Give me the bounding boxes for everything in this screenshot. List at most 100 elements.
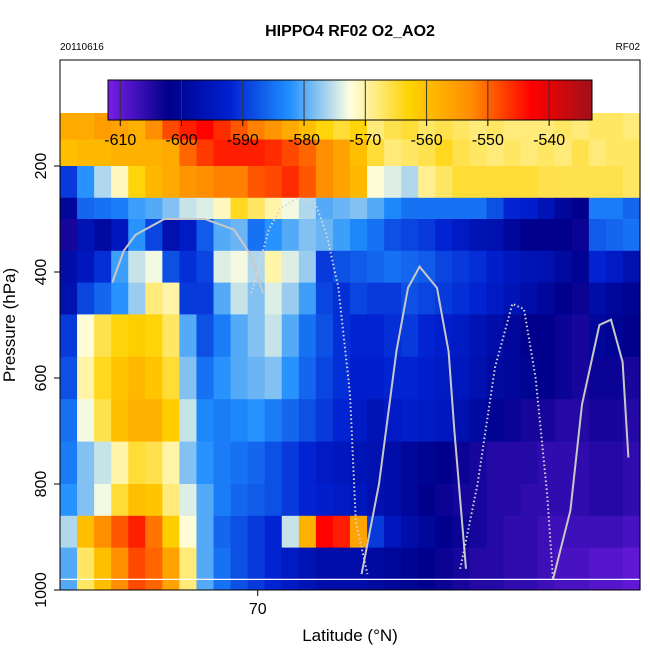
heatmap-cell (315, 197, 334, 220)
heatmap-cell (520, 399, 539, 442)
heatmap-cell (332, 139, 351, 167)
heatmap-cell (94, 547, 112, 591)
heatmap-cell (452, 197, 471, 220)
y-tick-label: 600 (33, 365, 50, 392)
chart-title: HIPPO4 RF02 O2_AO2 (265, 23, 435, 40)
heatmap-cell (230, 399, 249, 442)
heatmap-cell (298, 282, 317, 315)
heatmap-cell (162, 356, 181, 400)
flight-profile-line (111, 218, 264, 294)
heatmap-cell (554, 399, 573, 442)
heatmap-cell (247, 139, 266, 167)
heatmap-cell (537, 219, 556, 252)
heatmap-cell (213, 139, 232, 167)
heatmap-cell (179, 250, 198, 283)
heatmap-cell (77, 250, 95, 283)
heatmap-cell (128, 547, 146, 591)
heatmap-cell (469, 547, 488, 591)
heatmap-cell (554, 484, 573, 517)
heatmap-cell (452, 219, 471, 252)
heatmap-cell (94, 441, 112, 485)
heatmap-cell (213, 282, 232, 315)
heatmap-cell (622, 197, 641, 220)
heatmap-cell (435, 166, 453, 199)
heatmap-cell (60, 282, 78, 315)
heatmap-cell (213, 250, 232, 283)
heatmap-cell (281, 356, 300, 400)
heatmap-cell (298, 314, 317, 358)
heatmap-cell (213, 314, 232, 358)
heatmap-cell (162, 139, 181, 167)
heatmap-cell (503, 441, 522, 485)
heatmap-cell (418, 139, 436, 167)
heatmap-cell (281, 166, 300, 199)
colorbar-ticks: -610 -600 -590 -580 -570 -560 -550 -540 (104, 80, 565, 149)
heatmap-cell (469, 399, 488, 442)
colorbar-tick-label: -610 (104, 132, 136, 149)
heatmap-cell (350, 139, 368, 167)
heatmap-cell (213, 166, 232, 199)
heatmap-cell (384, 441, 402, 485)
heatmap-cell (77, 547, 95, 591)
heatmap-cell (247, 219, 266, 252)
heatmap-cell (77, 139, 95, 167)
heatmap-cell (435, 219, 453, 252)
heatmap-cell (298, 139, 317, 167)
heatmap-cell (350, 314, 368, 358)
heatmap-cell (281, 139, 300, 167)
heatmap-cell (418, 166, 436, 199)
heatmap-cell (622, 250, 641, 283)
heatmap-cell (622, 515, 641, 548)
heatmap-cell (315, 166, 334, 199)
flight-profile-line (459, 302, 554, 580)
heatmap-cell (588, 484, 607, 517)
heatmap-cell (332, 484, 351, 517)
heatmap-cell (94, 166, 112, 199)
heatmap-cell (77, 282, 95, 315)
heatmap-cell (230, 197, 249, 220)
heatmap-cell (213, 197, 232, 220)
heatmap-cell (435, 515, 453, 548)
heatmap-cell (384, 547, 402, 591)
heatmap-cell (94, 113, 112, 140)
heatmap-cell (588, 399, 607, 442)
heatmap-cell (367, 282, 385, 315)
heatmap-cell (452, 282, 471, 315)
heatmap-cell (213, 441, 232, 485)
heatmap-cell (332, 219, 351, 252)
heatmap-cell (571, 219, 590, 252)
heatmap-cell (588, 282, 607, 315)
heatmap-cell (435, 484, 453, 517)
flight-profiles (111, 196, 630, 580)
heatmap-cell (469, 139, 488, 167)
heatmap-cell (384, 250, 402, 283)
heatmap-cell (401, 219, 419, 252)
heatmap-cell (111, 219, 129, 252)
heatmap-cell (128, 515, 146, 548)
heatmap-cell (60, 547, 78, 591)
heatmap-cell (384, 282, 402, 315)
heatmap-cell (486, 356, 505, 400)
heatmap-cell (247, 166, 266, 199)
heatmap-cell (554, 282, 573, 315)
heatmap-cell (486, 219, 505, 252)
heatmap-cell (571, 250, 590, 283)
heatmap-cell (196, 314, 215, 358)
heatmap-cell (350, 515, 368, 548)
y-tick-label: 800 (33, 471, 50, 498)
heatmap-cell (503, 197, 522, 220)
heatmap-cell (94, 356, 112, 400)
heatmap-cell (503, 356, 522, 400)
heatmap-cell (520, 515, 539, 548)
heatmap-cell (94, 515, 112, 548)
heatmap-cell (77, 515, 95, 548)
heatmap-cell (298, 166, 317, 199)
heatmap-cell (281, 399, 300, 442)
heatmap-cell (264, 197, 283, 220)
heatmap-cell (486, 547, 505, 591)
heatmap-cell (418, 219, 436, 252)
heatmap-cell (281, 441, 300, 485)
heatmap-cell (179, 219, 198, 252)
heatmap-cell (264, 282, 283, 315)
heatmap-cell (350, 166, 368, 199)
